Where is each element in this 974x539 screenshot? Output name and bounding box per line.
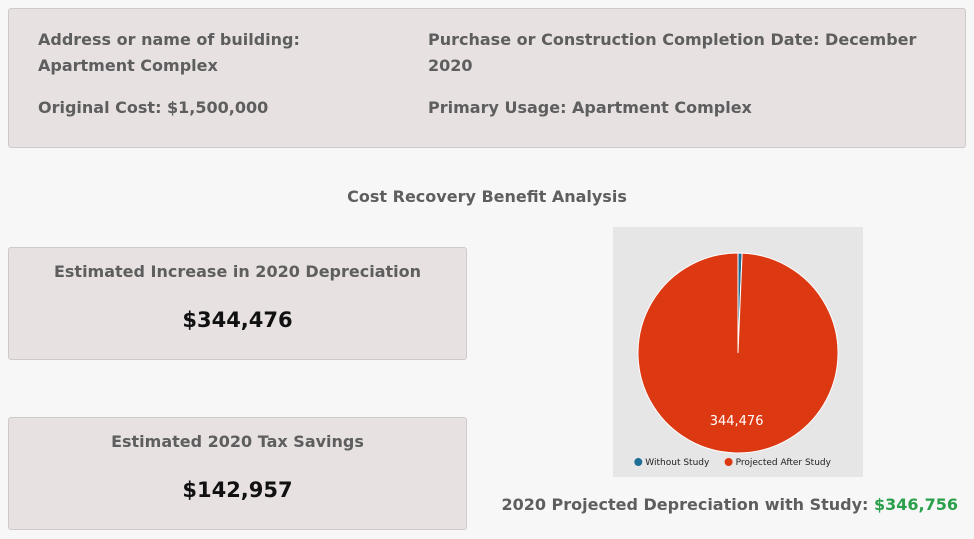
property-info-panel: Address or name of building: Apartment C… <box>8 8 966 148</box>
depreciation-increase-card: Estimated Increase in 2020 Depreciation … <box>8 247 467 360</box>
legend-label-without-study: Without Study <box>645 458 710 468</box>
projected-depreciation: 2020 Projected Depreciation with Study: … <box>0 495 958 514</box>
completion-date: Purchase or Construction Completion Date… <box>428 30 917 75</box>
tax-savings-label: Estimated 2020 Tax Savings <box>111 432 364 451</box>
tax-savings-card: Estimated 2020 Tax Savings $142,957 <box>8 417 467 530</box>
projected-depreciation-label: 2020 Projected Depreciation with Study: <box>501 495 869 514</box>
analysis-title: Cost Recovery Benefit Analysis <box>347 187 627 206</box>
building-address: Address or name of building: Apartment C… <box>38 30 300 75</box>
original-cost: Original Cost: $1,500,000 <box>38 98 269 117</box>
legend-label-projected-after-study: Projected After Study <box>736 458 832 468</box>
depreciation-pie-chart: 344,476 Without Study Projected After Stud… <box>613 227 863 477</box>
primary-usage: Primary Usage: Apartment Complex <box>428 98 752 117</box>
depreciation-increase-value: $344,476 <box>182 308 293 332</box>
pie-data-label-projected-after-study: 344,476 <box>710 414 764 429</box>
legend-marker-without-study <box>634 458 643 466</box>
pie-slice-projected-after-study <box>637 252 839 454</box>
projected-depreciation-value: $346,756 <box>873 495 958 514</box>
depreciation-increase-label: Estimated Increase in 2020 Depreciation <box>53 262 422 281</box>
pie-chart-svg: 344,476 Without Study Projected After Stud… <box>634 252 839 468</box>
tax-savings-value: $142,957 <box>182 478 293 502</box>
legend-marker-projected-after-study <box>724 458 733 466</box>
